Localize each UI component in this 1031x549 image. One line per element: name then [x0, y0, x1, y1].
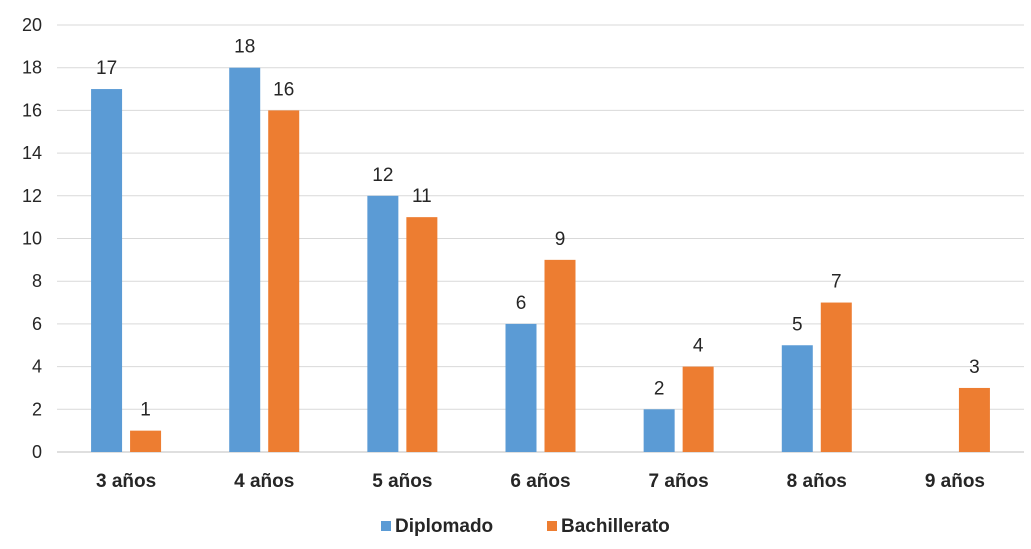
y-tick-label: 20 [22, 15, 42, 35]
bar-diplomado [643, 409, 675, 452]
data-label: 2 [654, 378, 665, 399]
data-labels: 17 18 12 6 2 5 1 16 11 9 4 7 3 [96, 37, 980, 421]
data-label: 6 [516, 293, 527, 314]
bar-bachillerato [130, 430, 162, 452]
y-tick-label: 12 [22, 186, 42, 206]
y-tick-label: 18 [22, 58, 42, 78]
legend: Diplomado Bachillerato [381, 516, 670, 537]
data-label: 9 [555, 229, 566, 250]
x-axis-tick-labels: 3 años 4 años 5 años 6 años 7 años 8 años 9 añ… [96, 471, 985, 492]
data-label: 4 [693, 336, 704, 357]
y-tick-label: 6 [32, 314, 42, 334]
y-tick-label: 2 [32, 399, 42, 419]
bar-diplomado [505, 323, 537, 452]
data-label: 11 [412, 186, 432, 207]
data-label: 12 [372, 165, 393, 186]
category-label: 4 años [234, 471, 294, 492]
category-label: 6 años [510, 471, 570, 492]
legend-label-bachillerato: Bachillerato [561, 516, 670, 537]
category-label: 9 años [925, 471, 985, 492]
y-axis-tick-labels: 0 2 4 6 8 10 12 14 16 18 20 [22, 15, 42, 462]
data-label: 5 [792, 314, 803, 335]
data-label: 18 [234, 37, 255, 58]
legend-swatch-bachillerato [547, 521, 557, 531]
bar-bachillerato [406, 217, 438, 452]
bar-diplomado [229, 67, 261, 452]
gridlines [57, 24, 1024, 453]
y-tick-label: 4 [32, 357, 42, 377]
y-tick-label: 10 [22, 229, 42, 249]
y-tick-label: 16 [22, 100, 42, 120]
legend-swatch-diplomado [381, 521, 391, 531]
data-label: 1 [140, 400, 151, 421]
bar-bachillerato [958, 387, 990, 452]
bar-bachillerato [544, 259, 576, 452]
bar-bachillerato [820, 302, 852, 452]
category-label: 8 años [787, 471, 847, 492]
bar-bachillerato [268, 110, 300, 453]
bar-diplomado [91, 89, 123, 453]
category-label: 3 años [96, 471, 156, 492]
category-label: 5 años [372, 471, 432, 492]
data-label: 7 [831, 272, 842, 293]
y-tick-label: 14 [22, 143, 42, 163]
bar-diplomado [367, 195, 399, 453]
data-label: 16 [273, 79, 294, 100]
data-label: 3 [969, 357, 980, 378]
category-label: 7 años [649, 471, 709, 492]
bar-diplomado [781, 345, 813, 452]
y-tick-label: 8 [32, 271, 42, 291]
y-tick-label: 0 [32, 442, 42, 462]
legend-label-diplomado: Diplomado [395, 516, 493, 537]
bar-bachillerato [682, 366, 714, 452]
bars [91, 67, 990, 453]
data-label: 17 [96, 58, 117, 79]
